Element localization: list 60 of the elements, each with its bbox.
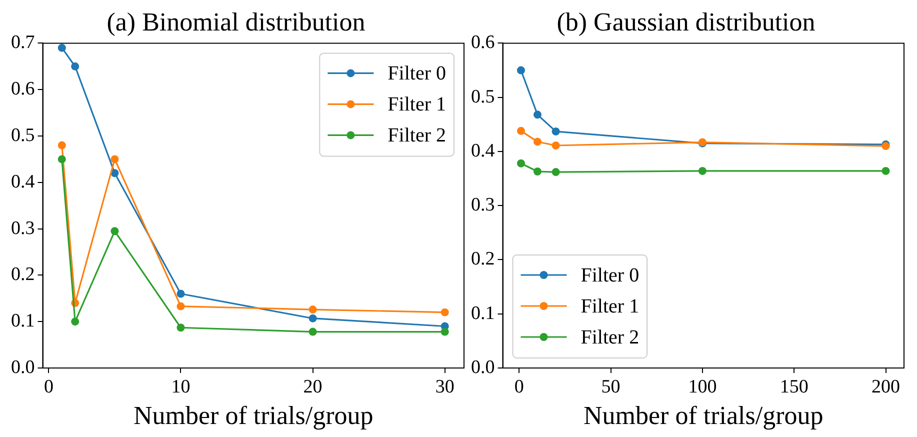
point xyxy=(516,66,525,74)
x-tick-label: 50 xyxy=(601,376,620,398)
point xyxy=(533,110,542,119)
point xyxy=(58,155,66,164)
x-tick-label: 150 xyxy=(780,376,808,398)
y-tick-label: 0.2 xyxy=(471,248,495,270)
x-tick-label: 30 xyxy=(435,376,454,398)
y-tick-label: 0.5 xyxy=(11,124,35,146)
legend-label: Filter 0 xyxy=(388,62,446,84)
point xyxy=(552,142,560,150)
y-tick-label: 0.4 xyxy=(471,140,496,162)
point xyxy=(176,324,185,332)
point xyxy=(58,44,66,52)
legend-label: Filter 2 xyxy=(580,326,640,348)
y-tick-label: 0.1 xyxy=(11,310,35,332)
point xyxy=(58,141,66,150)
point xyxy=(552,127,560,136)
x-tick-label: 100 xyxy=(688,376,717,398)
legend-label: Filter 1 xyxy=(580,295,640,318)
point xyxy=(110,227,119,236)
y-tick-label: 0.3 xyxy=(11,218,35,239)
x-tick-label: 200 xyxy=(872,376,900,398)
point xyxy=(110,155,119,164)
point xyxy=(440,308,449,316)
point xyxy=(176,290,185,298)
y-tick-label: 0.2 xyxy=(11,264,35,286)
y-tick-label: 0.4 xyxy=(11,171,36,192)
x-tick-label: 0 xyxy=(44,376,54,398)
point xyxy=(440,328,449,336)
legend-label: Filter 0 xyxy=(580,264,640,286)
point xyxy=(176,302,185,310)
y-tick-label: 0.1 xyxy=(471,302,495,324)
point xyxy=(882,166,890,175)
x-axis-title: Number of trials/group xyxy=(584,401,824,430)
point xyxy=(308,328,317,336)
x-tick-label: 10 xyxy=(171,376,190,398)
point xyxy=(308,314,317,322)
point xyxy=(552,168,560,176)
point xyxy=(533,138,542,146)
point xyxy=(71,62,80,70)
y-tick-label: 0.6 xyxy=(471,32,495,54)
y-tick-label: 0.5 xyxy=(471,86,495,108)
point xyxy=(533,167,542,176)
legend-label: Filter 2 xyxy=(388,124,446,146)
x-tick-label: 0 xyxy=(514,376,524,398)
y-tick-label: 0.3 xyxy=(471,194,495,216)
point xyxy=(698,166,706,175)
point xyxy=(308,306,317,314)
y-tick-label: 0.0 xyxy=(11,356,35,378)
x-axis-title: Number of trials/group xyxy=(134,401,374,430)
x-tick-label: 20 xyxy=(303,376,322,398)
y-tick-label: 0.7 xyxy=(11,32,35,54)
chart-title: (a) Binomial distribution xyxy=(106,7,366,36)
point xyxy=(516,159,525,168)
point xyxy=(71,318,80,326)
chart-title: (b) Gaussian distribution xyxy=(556,7,816,36)
point xyxy=(516,126,525,135)
y-tick-label: 0.0 xyxy=(471,356,495,378)
legend-label: Filter 1 xyxy=(388,93,446,116)
y-tick-label: 0.6 xyxy=(11,78,35,100)
